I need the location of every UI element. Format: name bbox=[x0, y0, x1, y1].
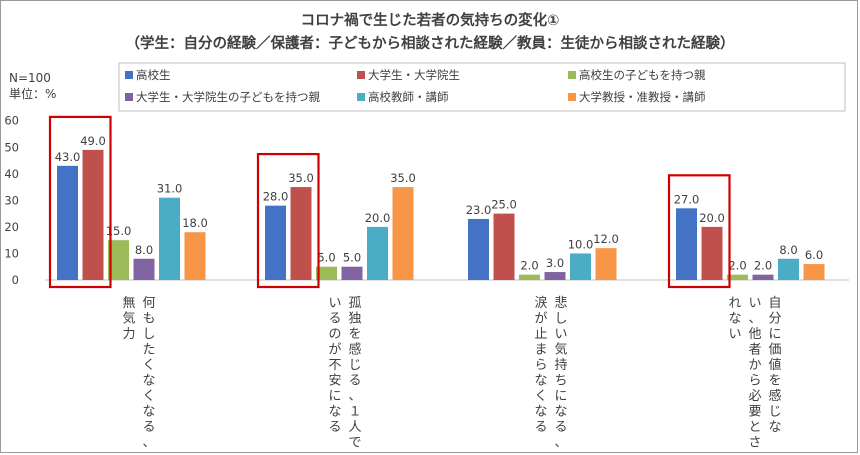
bar-value-label: 2.0 bbox=[728, 259, 746, 273]
bar bbox=[265, 205, 286, 280]
y-tick-label: 0 bbox=[12, 273, 19, 287]
category-label: 何もしたくなくなる、 bbox=[142, 295, 155, 451]
category-label: れない bbox=[728, 296, 741, 342]
bar bbox=[341, 266, 363, 280]
bar-value-label: 27.0 bbox=[674, 192, 700, 206]
bar-value-label: 15.0 bbox=[106, 224, 132, 238]
bar bbox=[392, 187, 414, 280]
bar bbox=[544, 272, 566, 280]
bar bbox=[159, 197, 180, 280]
legend-swatch bbox=[568, 93, 576, 101]
y-tick-label: 50 bbox=[4, 140, 19, 154]
legend-label: 大学教授・准教授・講師 bbox=[579, 90, 706, 104]
category-label: 悲しい気持ちになる、 bbox=[554, 295, 567, 451]
chart-subtitle: （学生：自分の経験／保護者：子どもから相談された経験／教員：生徒から相談された経… bbox=[126, 34, 735, 52]
bar bbox=[468, 218, 489, 280]
bar bbox=[290, 187, 312, 280]
category-label: 涙が止まらなくなる bbox=[534, 295, 547, 435]
bar bbox=[493, 213, 515, 280]
category-label: い、他者から必要とさ bbox=[748, 296, 761, 451]
bar-value-label: 35.0 bbox=[288, 171, 314, 185]
bar-value-label: 25.0 bbox=[491, 198, 517, 212]
bar bbox=[184, 232, 206, 280]
bar-value-label: 18.0 bbox=[182, 216, 208, 230]
bar-value-label: 8.0 bbox=[135, 243, 153, 257]
y-tick-label: 60 bbox=[4, 114, 19, 128]
legend-swatch bbox=[125, 71, 133, 79]
bar-value-label: 28.0 bbox=[263, 190, 289, 204]
legend-label: 高校生の子どもを持つ親 bbox=[579, 68, 706, 82]
category-label: 無気力 bbox=[122, 296, 135, 342]
bar bbox=[57, 165, 78, 280]
legend-swatch bbox=[357, 93, 365, 101]
highlight-box bbox=[667, 174, 731, 289]
highlight-box bbox=[256, 152, 320, 289]
bar bbox=[676, 208, 697, 280]
legend-label: 大学生・大学院生 bbox=[368, 68, 460, 82]
bar bbox=[108, 240, 129, 280]
legend-swatch bbox=[568, 71, 576, 79]
y-tick-label: 40 bbox=[4, 167, 19, 181]
bar bbox=[316, 266, 337, 280]
bar-value-label: 5.0 bbox=[317, 251, 335, 265]
bar-value-label: 49.0 bbox=[80, 134, 106, 148]
category-label: 自分に価値を感じな bbox=[768, 296, 781, 435]
bar-value-label: 5.0 bbox=[343, 251, 361, 265]
legend-label: 高校教師・講師 bbox=[368, 90, 449, 104]
bar bbox=[595, 248, 617, 280]
bar-value-label: 31.0 bbox=[157, 182, 183, 196]
bar bbox=[570, 253, 591, 280]
bar bbox=[367, 226, 388, 280]
chart-title: コロナ禍で生じた若者の気持ちの変化① bbox=[301, 11, 560, 29]
y-tick-label: 10 bbox=[4, 246, 19, 260]
bar-value-label: 3.0 bbox=[546, 256, 564, 270]
bar-value-label: 23.0 bbox=[466, 203, 492, 217]
bar-value-label: 35.0 bbox=[390, 171, 416, 185]
bar-value-label: 43.0 bbox=[55, 150, 81, 164]
highlight-box bbox=[48, 115, 112, 289]
bar bbox=[701, 226, 723, 280]
highlight-boxes bbox=[48, 115, 731, 289]
legend-swatch bbox=[125, 93, 133, 101]
bar bbox=[82, 149, 104, 280]
y-tick-label: 30 bbox=[4, 193, 19, 207]
bar bbox=[803, 264, 825, 280]
category-label: いるのが不安になる bbox=[328, 296, 341, 435]
bar bbox=[519, 274, 540, 280]
bar bbox=[752, 274, 774, 280]
unit-note: 単位：% bbox=[9, 86, 56, 101]
bar-value-label: 2.0 bbox=[520, 259, 538, 273]
legend-border bbox=[118, 62, 846, 112]
bar-value-label: 20.0 bbox=[365, 211, 391, 225]
bar bbox=[133, 258, 155, 280]
bar-value-label: 20.0 bbox=[699, 211, 725, 225]
bar-value-label: 10.0 bbox=[568, 237, 594, 251]
bars-layer: 43.049.015.08.031.018.028.035.05.0 5.020.… bbox=[55, 134, 825, 280]
bar-value-label: 2.0 bbox=[754, 259, 772, 273]
bar-value-label: 12.0 bbox=[593, 232, 619, 246]
bar bbox=[778, 258, 799, 280]
legend-swatch bbox=[357, 71, 365, 79]
bar-value-label: 6.0 bbox=[805, 248, 823, 262]
sample-size-note: N=100 bbox=[9, 71, 51, 85]
y-tick-label: 20 bbox=[4, 220, 19, 234]
bar bbox=[727, 274, 748, 280]
legend-label: 大学生・大学院生の子どもを持つ親 bbox=[136, 90, 320, 104]
category-label: 孤独を感じる、１人で bbox=[348, 296, 361, 451]
bar-value-label: 8.0 bbox=[779, 243, 797, 257]
legend-label: 高校生 bbox=[136, 68, 171, 82]
